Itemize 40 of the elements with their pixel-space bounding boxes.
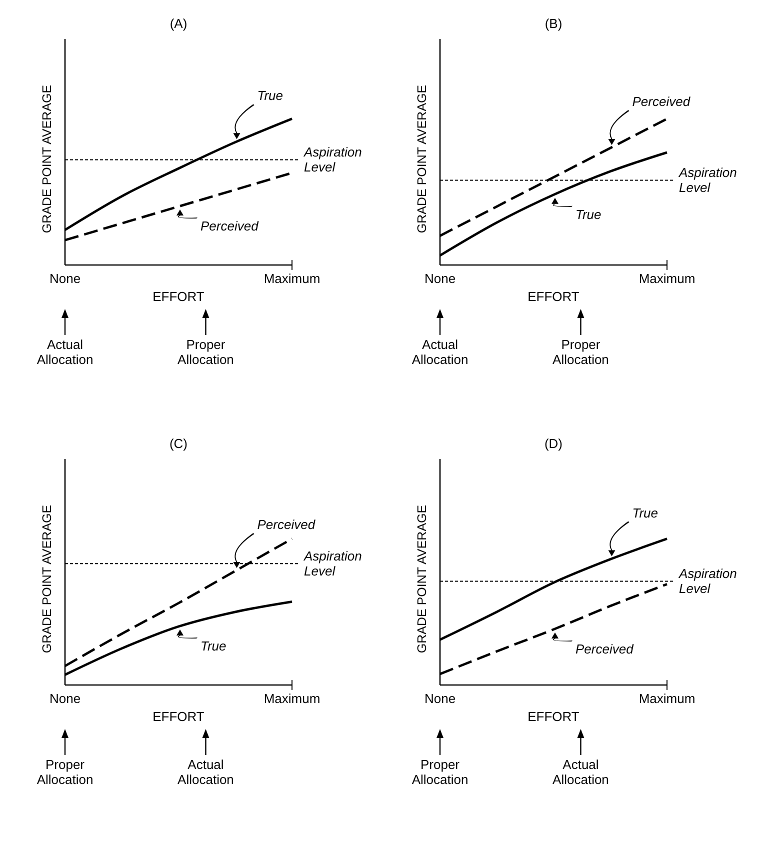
x-axis-title: EFFORT <box>528 709 580 724</box>
text: Actual Allocation <box>178 757 234 787</box>
ref-line-label: Aspiration Level <box>303 548 362 579</box>
ref-line-label: Aspiration Level <box>678 566 737 596</box>
x-axis-title: EFFORT <box>152 289 204 304</box>
x-tick-label: None <box>424 271 456 286</box>
x-tick-label: None <box>424 691 456 706</box>
y-axis-title: GRADE POINT AVERAGE <box>40 504 54 654</box>
series-label: True <box>200 638 226 654</box>
ref-line-label: Aspiration Level <box>678 165 737 196</box>
text: Proper Allocation <box>552 337 609 367</box>
series-label: Perceived <box>200 218 260 234</box>
x-tick-label: None <box>49 691 81 706</box>
x-axis-title: EFFORT <box>152 709 204 724</box>
series-label: Perceived <box>576 641 634 656</box>
chart-title: (B) <box>544 16 562 31</box>
y-axis-title: GRADE POINT AVERAGE <box>415 84 429 234</box>
series-label: True <box>257 88 284 104</box>
text: Proper Allocation <box>178 337 234 367</box>
text: Proper Allocation <box>36 757 94 787</box>
chart-title: (D) <box>544 436 563 451</box>
y-axis-title: GRADE POINT AVERAGE <box>415 504 429 654</box>
text: Proper Allocation <box>412 757 468 787</box>
x-tick-label: Maximum <box>264 691 320 706</box>
x-tick-label: Maximum <box>264 271 320 286</box>
x-tick-label: Maximum <box>638 691 696 706</box>
x-tick-label: None <box>49 271 81 286</box>
chart-title: (C) <box>169 436 188 451</box>
chart-title: (A) <box>170 16 188 31</box>
series-label: Perceived <box>632 94 691 110</box>
series-label: Perceived <box>257 516 316 532</box>
series-label: True <box>632 505 658 520</box>
text: Actual Allocation <box>412 337 468 367</box>
text: Actual Allocation <box>552 757 609 787</box>
series-label: True <box>576 206 602 222</box>
x-axis-title: EFFORT <box>528 289 580 304</box>
y-axis-title: GRADE POINT AVERAGE <box>40 84 54 234</box>
text: Actual Allocation <box>36 337 94 367</box>
x-tick-label: Maximum <box>638 271 696 286</box>
ref-line-label: Aspiration Level <box>303 144 362 175</box>
